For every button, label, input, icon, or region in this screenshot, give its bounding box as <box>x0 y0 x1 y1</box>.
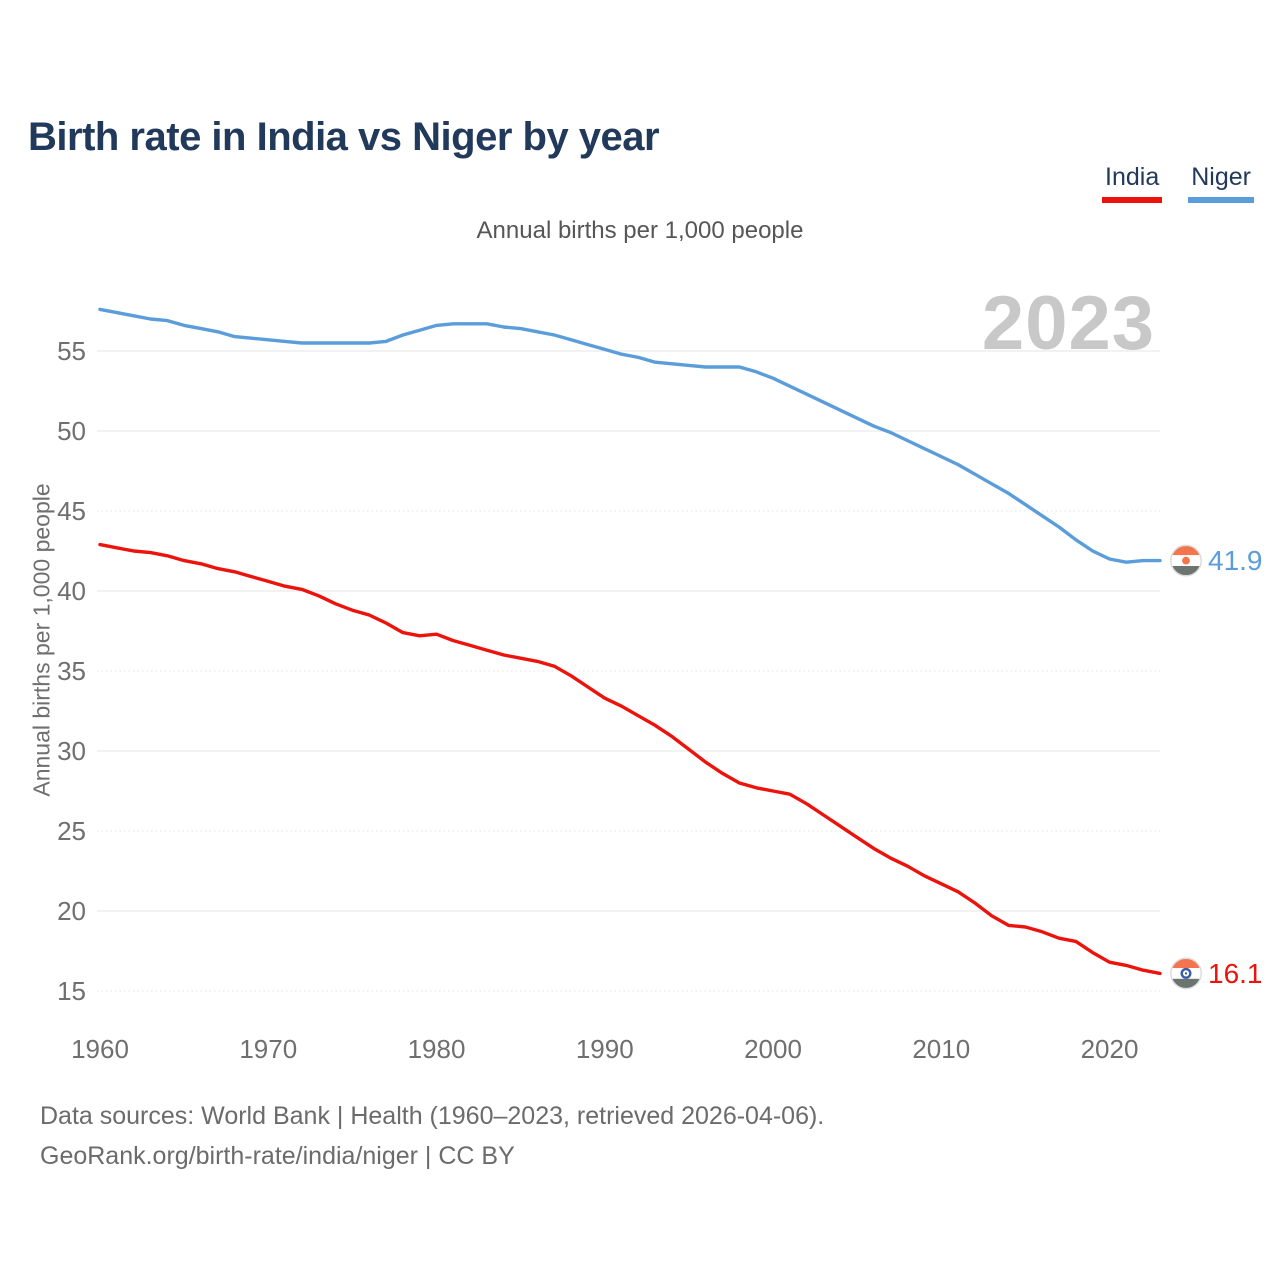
x-tick-label-2000: 2000 <box>744 1034 802 1064</box>
y-tick-label-30: 30 <box>57 736 86 766</box>
x-tick-label-1960: 1960 <box>71 1034 129 1064</box>
y-tick-label-20: 20 <box>57 896 86 926</box>
y-tick-label-55: 55 <box>57 336 86 366</box>
x-tick-label-2020: 2020 <box>1081 1034 1139 1064</box>
x-tick-label-1980: 1980 <box>408 1034 466 1064</box>
y-tick-label-50: 50 <box>57 416 86 446</box>
end-value-label-niger: 41.9 <box>1208 545 1263 576</box>
series-line-niger <box>98 307 1162 564</box>
x-tick-label-2010: 2010 <box>912 1034 970 1064</box>
flag-icon-india <box>1170 957 1202 990</box>
legend: India Niger <box>1102 163 1254 203</box>
series-line-india <box>98 542 1162 976</box>
end-value-label-india: 16.1 <box>1208 958 1263 989</box>
y-tick-label-15: 15 <box>57 976 86 1006</box>
hovered-year-watermark: 2023 <box>981 281 1155 366</box>
y-tick-label-45: 45 <box>57 496 86 526</box>
legend-item-niger[interactable]: Niger <box>1188 163 1254 203</box>
x-tick-label-1990: 1990 <box>576 1034 634 1064</box>
flag-icon-niger <box>1170 544 1202 577</box>
source-footer: Data sources: World Bank | Health (1960–… <box>40 1096 824 1176</box>
footer-line-2: GeoRank.org/birth-rate/india/niger | CC … <box>40 1142 515 1170</box>
page-title: Birth rate in India vs Niger by year <box>28 114 660 159</box>
y-tick-label-35: 35 <box>57 656 86 686</box>
y-tick-label-40: 40 <box>57 576 86 606</box>
footer-line-1: Data sources: World Bank | Health (1960–… <box>40 1102 825 1130</box>
y-tick-label-25: 25 <box>57 816 86 846</box>
legend-item-india[interactable]: India <box>1102 163 1163 203</box>
x-tick-label-1970: 1970 <box>239 1034 297 1064</box>
chart-subtitle: Annual births per 1,000 people <box>476 217 804 244</box>
